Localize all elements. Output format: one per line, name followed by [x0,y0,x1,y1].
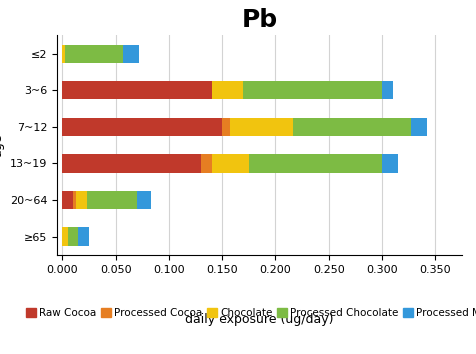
Bar [87,191,137,209]
X-axis label: daily exposure (ug/day): daily exposure (ug/day) [185,314,334,326]
Bar [123,45,139,63]
Bar [249,154,382,172]
Y-axis label: age: age [0,133,4,157]
Bar [382,154,398,172]
Bar [222,118,229,136]
Bar [229,118,294,136]
Bar [62,45,65,63]
Bar [411,118,426,136]
Bar [211,81,243,99]
Title: Pb: Pb [241,8,278,32]
Legend: Raw Cocoa, Processed Cocoa, Chocolate, Processed Chocolate, Processed Milk: Raw Cocoa, Processed Cocoa, Chocolate, P… [26,308,476,318]
Bar [68,227,79,246]
Bar [62,191,73,209]
Bar [211,154,249,172]
Bar [294,118,411,136]
Bar [62,81,211,99]
Bar [65,45,123,63]
Bar [201,154,211,172]
Bar [73,191,76,209]
Bar [79,227,89,246]
Bar [62,118,222,136]
Bar [243,81,382,99]
Bar [137,191,151,209]
Bar [382,81,393,99]
Bar [76,191,87,209]
Bar [62,227,68,246]
Bar [62,154,201,172]
